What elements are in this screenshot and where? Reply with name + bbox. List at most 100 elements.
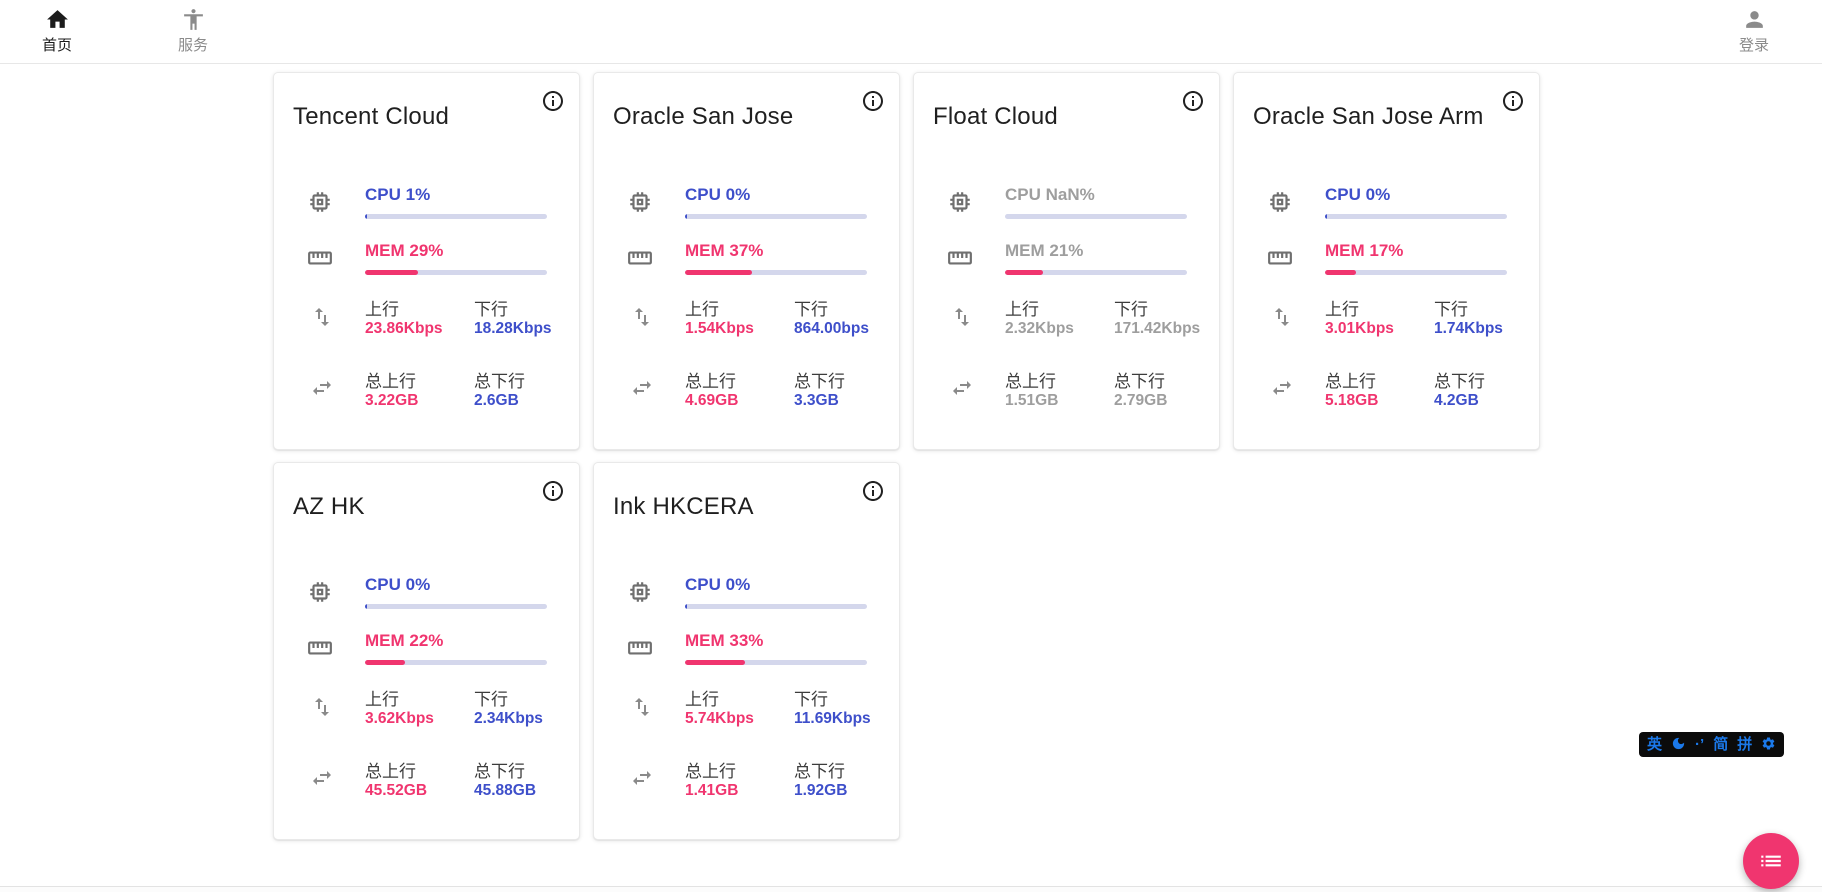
- home-icon: [46, 10, 68, 28]
- info-icon[interactable]: [1181, 89, 1205, 113]
- download-label: 下行: [794, 300, 828, 319]
- total-download-value: 1.92GB: [794, 782, 848, 799]
- total-download-value: 3.3GB: [794, 392, 839, 409]
- cpu-progress-fill: [1325, 214, 1328, 219]
- cpu-usage-text: CPU 0%: [365, 575, 431, 594]
- server-card-grid: Tencent Cloud CPU 1% MEM 29% 上行 23.86Kbp…: [273, 72, 1566, 840]
- swap-vertical-icon: [310, 695, 334, 724]
- gear-icon[interactable]: [1761, 736, 1776, 754]
- cpu-progress-bar: [685, 214, 867, 219]
- moon-icon[interactable]: [1671, 736, 1686, 754]
- memory-progress-fill: [685, 660, 746, 665]
- download-speed-value: 2.34Kbps: [474, 710, 543, 727]
- memory-progress-fill: [365, 270, 418, 275]
- server-name: Oracle San Jose Arm: [1253, 103, 1484, 130]
- cpu-progress-bar: [1325, 214, 1507, 219]
- upload-label: 上行: [1325, 300, 1359, 319]
- total-download-value: 2.6GB: [474, 392, 519, 409]
- upload-speed-value: 2.32Kbps: [1005, 320, 1074, 337]
- memory-progress-bar: [365, 660, 547, 665]
- cpu-progress-fill: [685, 604, 688, 609]
- ime-simplified-toggle[interactable]: 简: [1713, 736, 1729, 753]
- total-upload-label: 总上行: [1005, 372, 1056, 391]
- memory-progress-fill: [365, 660, 406, 665]
- footer-divider: [0, 886, 1822, 892]
- memory-usage-text: MEM 17%: [1325, 241, 1404, 260]
- memory-usage-text: MEM 22%: [365, 631, 444, 650]
- upload-speed-value: 5.74Kbps: [685, 710, 754, 727]
- nav-item-services[interactable]: 服务: [153, 7, 233, 55]
- server-list-fab[interactable]: [1743, 833, 1799, 889]
- upload-label: 上行: [1005, 300, 1039, 319]
- memory-ruler-icon: [307, 245, 333, 276]
- info-icon[interactable]: [861, 479, 885, 503]
- download-speed-value: 1.74Kbps: [1434, 320, 1503, 337]
- swap-horizontal-icon: [630, 376, 654, 405]
- person-icon: [1745, 11, 1763, 28]
- upload-label: 上行: [685, 300, 719, 319]
- nav-item-label: 首页: [41, 37, 72, 54]
- server-name: AZ HK: [293, 493, 365, 520]
- ime-language-toggle[interactable]: 英: [1647, 736, 1663, 753]
- cpu-chip-icon: [627, 189, 653, 220]
- ime-status-bar: 英 ·’ 简 拼: [1639, 732, 1785, 757]
- info-icon[interactable]: [541, 479, 565, 503]
- total-download-label: 总下行: [1434, 372, 1485, 391]
- total-download-label: 总下行: [794, 372, 845, 391]
- swap-vertical-icon: [630, 695, 654, 724]
- total-upload-label: 总上行: [685, 762, 736, 781]
- swap-vertical-icon: [310, 305, 334, 334]
- cpu-chip-icon: [947, 189, 973, 220]
- upload-label: 上行: [365, 300, 399, 319]
- download-speed-value: 18.28Kbps: [474, 320, 552, 337]
- total-upload-value: 4.69GB: [685, 392, 739, 409]
- server-card: Ink HKCERA CPU 0% MEM 33% 上行 5.74Kbps 下行…: [593, 462, 900, 840]
- cpu-progress-bar: [365, 214, 547, 219]
- ime-pinyin-toggle[interactable]: 拼: [1737, 736, 1753, 753]
- total-upload-label: 总上行: [685, 372, 736, 391]
- cpu-progress-bar: [365, 604, 547, 609]
- total-download-value: 4.2GB: [1434, 392, 1479, 409]
- download-label: 下行: [474, 300, 508, 319]
- cpu-progress-fill: [685, 214, 688, 219]
- info-icon[interactable]: [541, 89, 565, 113]
- memory-progress-bar: [1325, 270, 1507, 275]
- total-upload-value: 5.18GB: [1325, 392, 1379, 409]
- memory-usage-text: MEM 37%: [685, 241, 764, 260]
- memory-usage-text: MEM 33%: [685, 631, 764, 650]
- cpu-chip-icon: [1267, 189, 1293, 220]
- server-name: Ink HKCERA: [613, 493, 754, 520]
- ime-punctuation-toggle[interactable]: ·’: [1695, 736, 1705, 753]
- total-upload-label: 总上行: [365, 762, 416, 781]
- cpu-usage-text: CPU NaN%: [1005, 185, 1095, 204]
- server-card: AZ HK CPU 0% MEM 22% 上行 3.62Kbps 下行 2.34…: [273, 462, 580, 840]
- cpu-progress-fill: [365, 604, 368, 609]
- memory-ruler-icon: [947, 245, 973, 276]
- memory-ruler-icon: [307, 635, 333, 666]
- swap-vertical-icon: [1270, 305, 1294, 334]
- nav-item-label: 服务: [177, 37, 208, 54]
- server-name: Float Cloud: [933, 103, 1058, 130]
- memory-progress-bar: [685, 660, 867, 665]
- total-download-value: 2.79GB: [1114, 392, 1168, 409]
- memory-progress-bar: [1005, 270, 1187, 275]
- server-card: Float Cloud CPU NaN% MEM 21% 上行 2.32Kbps…: [913, 72, 1220, 450]
- server-card: Oracle San Jose CPU 0% MEM 37% 上行 1.54Kb…: [593, 72, 900, 450]
- swap-vertical-icon: [630, 305, 654, 334]
- nav-item-home[interactable]: 首页: [17, 7, 97, 55]
- info-icon[interactable]: [1501, 89, 1525, 113]
- server-name: Tencent Cloud: [293, 103, 450, 130]
- total-upload-value: 3.22GB: [365, 392, 419, 409]
- download-label: 下行: [1434, 300, 1468, 319]
- total-upload-value: 1.41GB: [685, 782, 739, 799]
- download-speed-value: 171.42Kbps: [1114, 320, 1201, 337]
- total-download-value: 45.88GB: [474, 782, 537, 799]
- nav-item-login[interactable]: 登录: [1714, 7, 1794, 55]
- memory-ruler-icon: [627, 635, 653, 666]
- swap-horizontal-icon: [310, 376, 334, 405]
- swap-horizontal-icon: [630, 766, 654, 795]
- cpu-chip-icon: [307, 579, 333, 610]
- total-upload-label: 总上行: [365, 372, 416, 391]
- info-icon[interactable]: [861, 89, 885, 113]
- swap-horizontal-icon: [1270, 376, 1294, 405]
